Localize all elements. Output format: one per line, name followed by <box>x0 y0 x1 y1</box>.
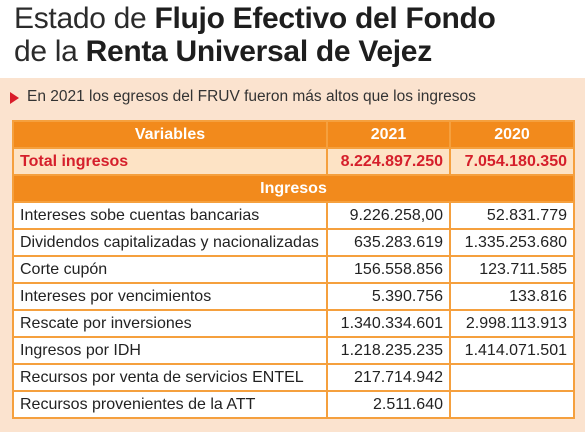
table-row: Corte cupón 156.558.856 123.711.585 <box>12 255 575 284</box>
total-row: Total ingresos 8.224.897.250 7.054.180.3… <box>12 147 575 176</box>
row-label: Corte cupón <box>12 255 328 284</box>
title-line-2: de la Renta Universal de Vejez <box>14 35 579 68</box>
table-row: Ingresos por IDH 1.218.235.235 1.414.071.5… <box>12 336 575 365</box>
row-value-2020 <box>449 363 575 392</box>
total-2021: 8.224.897.250 <box>326 147 451 176</box>
table-row: Rescate por inversiones 1.340.334.601 2.99… <box>12 309 575 338</box>
title-line-1-bold: Flujo Efectivo del Fondo <box>154 2 496 35</box>
row-label: Intereses por vencimientos <box>12 282 328 311</box>
row-label: Ingresos por IDH <box>12 336 328 365</box>
page-title: Estado de Flujo Efectivo del Fondo de la… <box>14 2 579 68</box>
row-label: Intereses sobe cuentas bancarias <box>12 201 328 230</box>
total-label: Total ingresos <box>12 147 328 176</box>
row-value-2021: 156.558.856 <box>326 255 451 284</box>
subtitle-text: En 2021 los egresos del FRUV fueron más … <box>27 88 476 105</box>
table-row: Recursos provenientes de la ATT 2.511.640 <box>12 390 575 419</box>
row-value-2020: 133.816 <box>449 282 575 311</box>
row-label: Recursos por venta de servicios ENTEL <box>12 363 328 392</box>
row-value-2020: 1.414.071.501 <box>449 336 575 365</box>
total-2020: 7.054.180.350 <box>449 147 575 176</box>
title-line-1-regular: Estado de <box>14 2 155 35</box>
row-label: Rescate por inversiones <box>12 309 328 338</box>
row-label: Recursos provenientes de la ATT <box>12 390 328 419</box>
section-label: Ingresos <box>12 174 575 203</box>
table-header-row: Variables 2021 2020 <box>12 120 575 149</box>
table-row: Intereses sobe cuentas bancarias 9.226.25… <box>12 201 575 230</box>
row-value-2020: 2.998.113.913 <box>449 309 575 338</box>
arrow-right-icon <box>10 91 19 104</box>
header-2020: 2020 <box>449 120 575 149</box>
row-value-2020: 52.831.779 <box>449 201 575 230</box>
row-value-2021: 9.226.258,00 <box>326 201 451 230</box>
title-line-2-regular: de la <box>14 35 86 68</box>
row-label: Dividendos capitalizadas y nacionalizada… <box>12 228 328 257</box>
row-value-2021: 2.511.640 <box>326 390 451 419</box>
row-value-2020 <box>449 390 575 419</box>
section-row: Ingresos <box>12 174 575 203</box>
title-line-2-bold: Renta Universal de Vejez <box>85 35 433 68</box>
table-row: Dividendos capitalizadas y nacionalizada… <box>12 228 575 257</box>
cash-flow-table: Variables 2021 2020 Total ingresos 8.224… <box>12 120 575 419</box>
title-line-1: Estado de Flujo Efectivo del Fondo <box>14 2 579 35</box>
subtitle: En 2021 los egresos del FRUV fueron más … <box>10 87 476 107</box>
row-value-2020: 123.711.585 <box>449 255 575 284</box>
header-2021: 2021 <box>326 120 451 149</box>
table-row: Intereses por vencimientos 5.390.756 133.8… <box>12 282 575 311</box>
header-variables: Variables <box>12 120 328 149</box>
row-value-2021: 1.340.334.601 <box>326 309 451 338</box>
table-row: Recursos por venta de servicios ENTEL 217… <box>12 363 575 392</box>
row-value-2021: 1.218.235.235 <box>326 336 451 365</box>
row-value-2021: 5.390.756 <box>326 282 451 311</box>
row-value-2021: 217.714.942 <box>326 363 451 392</box>
row-value-2020: 1.335.253.680 <box>449 228 575 257</box>
row-value-2021: 635.283.619 <box>326 228 451 257</box>
